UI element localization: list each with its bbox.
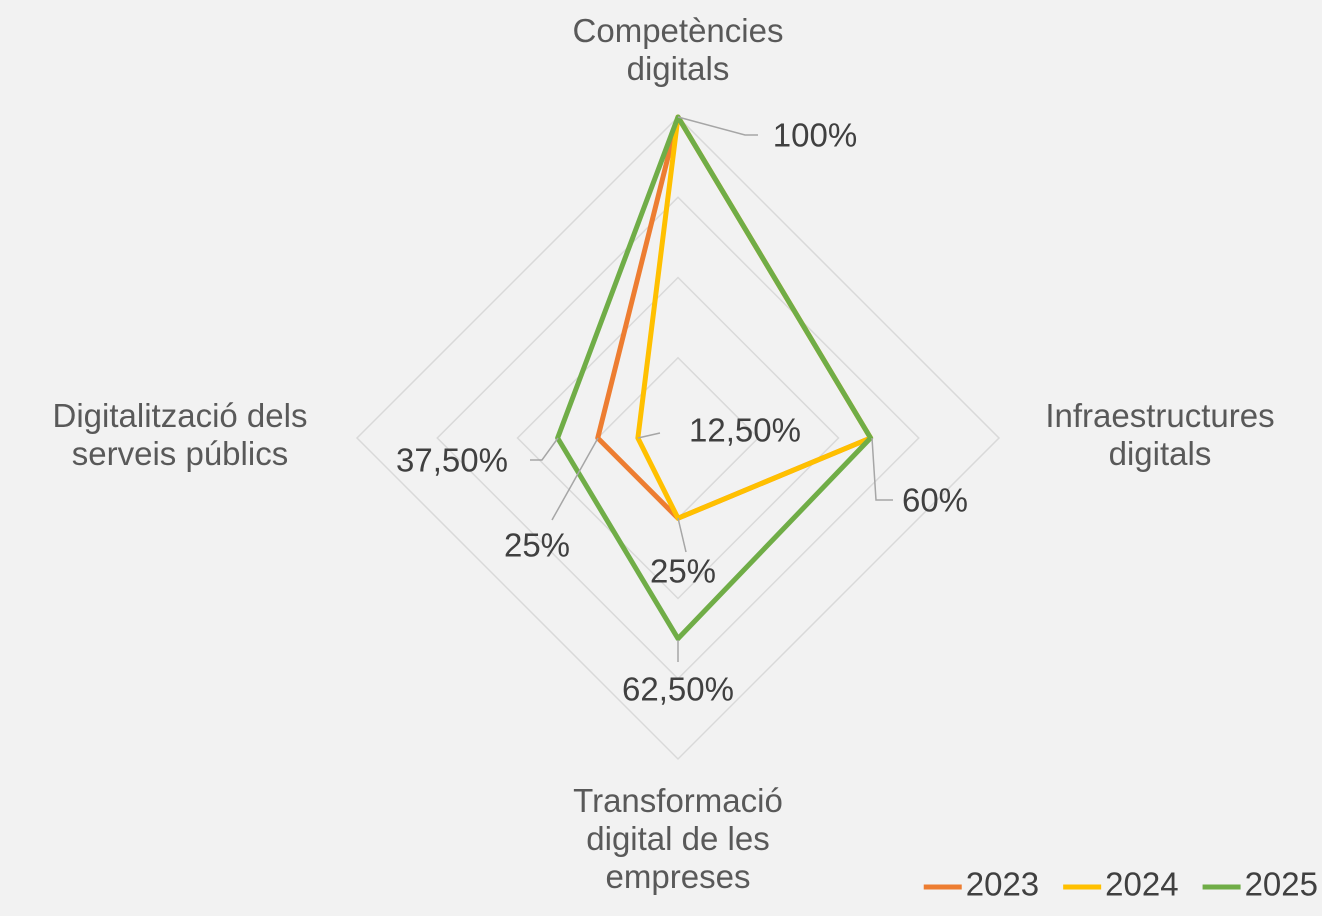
leader-line bbox=[677, 116, 758, 136]
legend-label: 2023 bbox=[966, 866, 1039, 903]
data-label: 62,50% bbox=[622, 671, 734, 708]
leader-line bbox=[551, 437, 599, 521]
data-label: 37,50% bbox=[396, 442, 508, 479]
leader-line bbox=[677, 517, 687, 553]
leader-line bbox=[871, 437, 893, 501]
legend-label: 2025 bbox=[1245, 866, 1318, 903]
leader-line bbox=[530, 437, 559, 461]
data-label: 25% bbox=[650, 553, 716, 590]
series-line bbox=[555, 114, 874, 642]
data-label: 60% bbox=[902, 482, 968, 519]
series-line bbox=[635, 114, 874, 521]
data-label: 12,50% bbox=[689, 412, 801, 449]
category-label: Transformació digital de les empreses bbox=[573, 782, 783, 895]
grid-ring bbox=[436, 196, 920, 680]
legend-label: 2024 bbox=[1105, 866, 1178, 903]
grid-ring bbox=[355, 115, 1001, 761]
category-label: Competències digitals bbox=[572, 12, 784, 87]
leader-line bbox=[637, 432, 661, 439]
data-label: 100% bbox=[773, 117, 857, 154]
category-label: Infraestructures digitals bbox=[1045, 397, 1275, 472]
category-label: Digitalització dels serveis públics bbox=[52, 397, 308, 472]
data-label: 25% bbox=[504, 527, 570, 564]
grid-ring bbox=[516, 276, 840, 600]
